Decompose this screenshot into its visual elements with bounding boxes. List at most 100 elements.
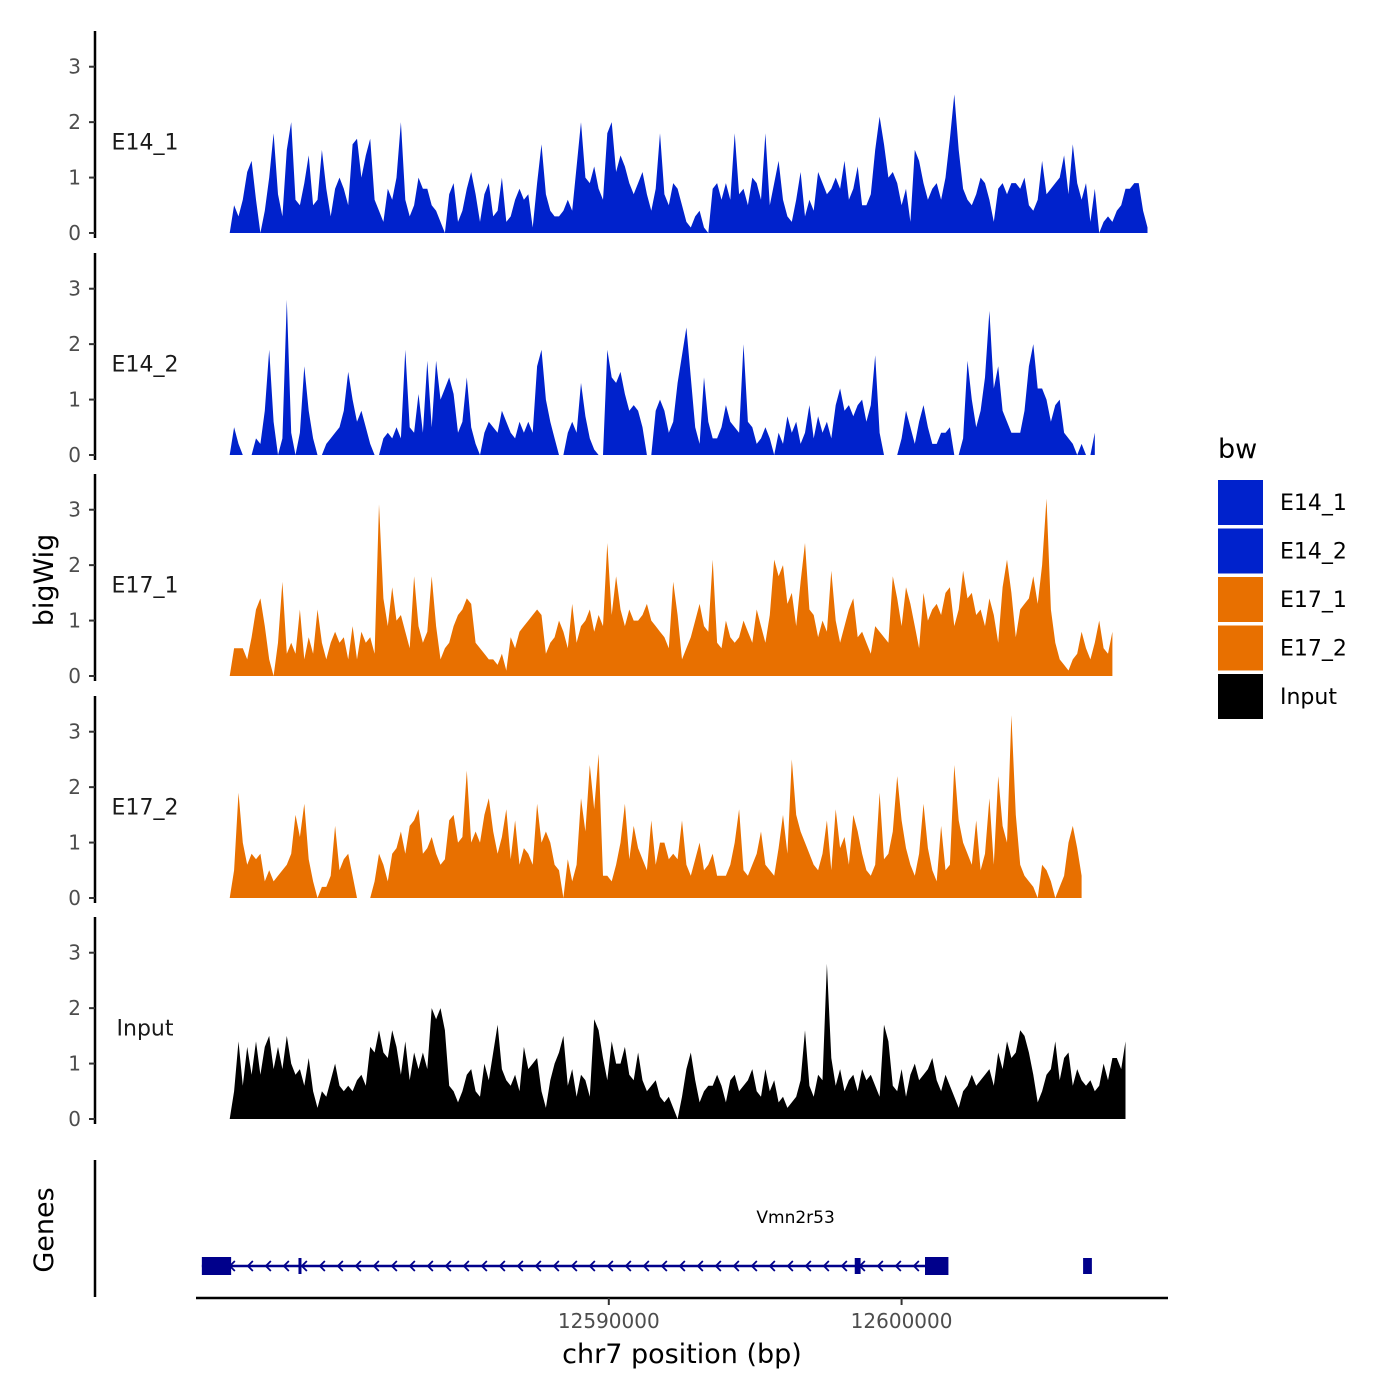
legend-label: E17_1 — [1280, 588, 1347, 613]
y-tick-label: 2 — [68, 110, 81, 134]
track-E14_1: 0 1 2 3 E14_1 — [68, 31, 1148, 245]
strand-chevron — [606, 1260, 614, 1272]
y-tick-label: 2 — [68, 553, 81, 577]
y-tick-label: 3 — [68, 277, 81, 301]
strand-chevron — [894, 1260, 902, 1272]
track-E17_1: 0 1 2 3 E17_1 — [68, 474, 1113, 688]
y-tick-label: 2 — [68, 775, 81, 799]
y-tick-label: 0 — [68, 443, 81, 467]
signal-area — [563, 715, 1038, 898]
legend-swatch — [1218, 528, 1263, 574]
signal-area — [677, 963, 1126, 1119]
track-label: E14_1 — [112, 131, 179, 156]
signal-area — [379, 349, 480, 455]
strand-chevron — [732, 1260, 740, 1272]
strand-chevron — [534, 1260, 542, 1272]
signal-area — [1090, 432, 1095, 455]
signal-area — [603, 349, 647, 455]
legend-label: E17_2 — [1280, 637, 1347, 662]
strand-chevron — [912, 1260, 920, 1272]
y-tick-label: 1 — [68, 831, 81, 855]
signal-area — [958, 310, 1078, 455]
y-tick-label: 0 — [68, 1107, 81, 1131]
signal-area — [317, 825, 357, 898]
signal-area — [260, 122, 445, 233]
legend-swatch — [1218, 577, 1263, 622]
y-tick-label: 3 — [68, 498, 81, 522]
signal-area — [229, 427, 243, 455]
strand-chevron — [246, 1260, 254, 1272]
track-E14_2: 0 1 2 3 E14_2 — [68, 253, 1095, 467]
signal-area — [651, 327, 775, 455]
signal-area — [774, 355, 884, 455]
strand-chevron — [498, 1260, 506, 1272]
signal-area — [229, 1008, 678, 1119]
strand-chevron — [282, 1260, 290, 1272]
strand-chevron — [318, 1260, 326, 1272]
strand-chevron — [426, 1260, 434, 1272]
legend-swatch — [1218, 480, 1263, 525]
y-tick-label: 2 — [68, 332, 81, 356]
signal-area — [229, 160, 261, 233]
y-tick-label: 0 — [68, 664, 81, 688]
y-tick-label: 0 — [68, 886, 81, 910]
y-tick-label: 3 — [68, 720, 81, 744]
signal-tracks: 0 1 2 3 E14_1 0 1 2 3 E14_2 0 1 2 3 E17_1 0 1 2 3 E17_2 0 1 2 3… — [68, 31, 1148, 1131]
track-E17_2: 0 1 2 3 E17_2 — [68, 696, 1082, 910]
track-label: E17_2 — [112, 796, 179, 821]
strand-chevron — [480, 1260, 488, 1272]
genes-axis-title: Genes — [29, 1187, 60, 1272]
signal-area — [1077, 443, 1086, 455]
legend-label: Input — [1280, 685, 1337, 710]
exon — [1083, 1258, 1092, 1274]
legend-label: E14_1 — [1280, 491, 1347, 516]
signal-area — [251, 349, 278, 455]
strand-chevron — [624, 1260, 632, 1272]
strand-chevron — [462, 1260, 470, 1272]
signal-area — [278, 299, 296, 455]
strand-chevron — [300, 1260, 308, 1272]
strand-chevron — [588, 1260, 596, 1272]
strand-chevron — [372, 1260, 380, 1272]
gene-panel: Vmn2r53 — [93, 1160, 1092, 1297]
signal-area — [480, 349, 559, 455]
legend-label: E14_2 — [1280, 540, 1347, 565]
track-label: E17_1 — [112, 574, 179, 599]
x-tick-label: 12590000 — [558, 1309, 660, 1333]
strand-chevron — [804, 1260, 812, 1272]
strand-chevron — [336, 1260, 344, 1272]
signal-area — [1037, 864, 1056, 898]
signal-area — [563, 382, 599, 455]
x-tick-label: 12600000 — [851, 1309, 953, 1333]
y-tick-label: 1 — [68, 1052, 81, 1076]
strand-chevron — [768, 1260, 776, 1272]
signal-area — [370, 770, 564, 898]
y-tick-label: 1 — [68, 166, 81, 190]
strand-chevron — [786, 1260, 794, 1272]
gene-Vmn2r53: Vmn2r53 — [201, 1208, 1092, 1275]
strand-chevron — [264, 1260, 272, 1272]
strand-chevron — [444, 1260, 452, 1272]
y-axis-title: bigWig — [29, 534, 60, 627]
signal-area — [1055, 825, 1082, 898]
strand-chevron — [714, 1260, 722, 1272]
legend-swatch — [1218, 625, 1263, 671]
legend-title: bw — [1218, 434, 1257, 465]
signal-area — [229, 598, 274, 676]
signal-area — [321, 371, 375, 455]
track-Input: 0 1 2 3 Input — [68, 917, 1126, 1131]
strand-chevron — [570, 1260, 578, 1272]
y-tick-label: 1 — [68, 388, 81, 412]
strand-chevron — [642, 1260, 650, 1272]
exon-coding — [201, 1257, 232, 1275]
strand-chevron — [516, 1260, 524, 1272]
signal-area — [708, 94, 1100, 234]
exon-coding — [925, 1257, 949, 1275]
strand-chevron — [876, 1260, 884, 1272]
strand-chevron — [822, 1260, 830, 1272]
signal-area — [444, 122, 709, 233]
y-tick-label: 2 — [68, 996, 81, 1020]
strand-chevron — [354, 1260, 362, 1272]
strand-chevron — [408, 1260, 416, 1272]
